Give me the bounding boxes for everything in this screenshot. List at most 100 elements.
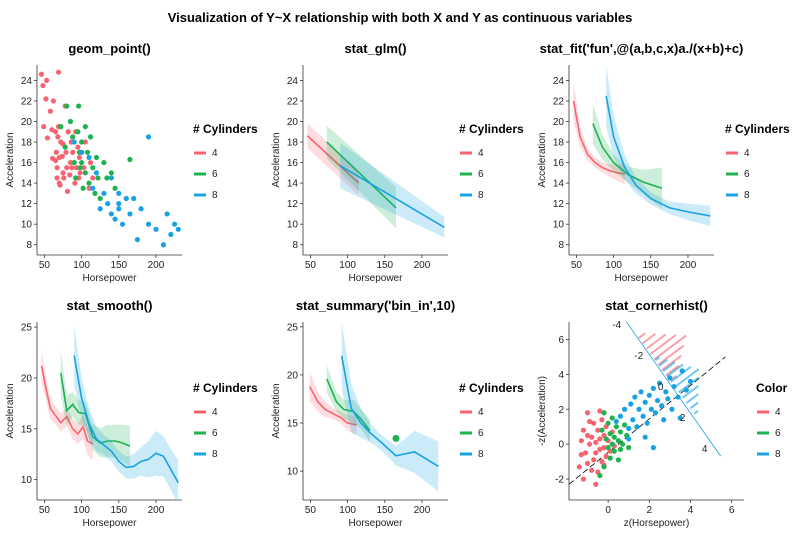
legend-entry-6: 6: [478, 428, 484, 439]
legend-entry-4: 4: [212, 407, 218, 418]
diagonal-dashed-line: [569, 356, 726, 485]
data-point-8: [116, 201, 122, 207]
data-point-8: [101, 190, 107, 196]
data-point-8: [617, 413, 624, 419]
cornerhist-tick-label: 2: [680, 413, 686, 424]
panel-5: stat_summary('bin_in',10) 50 100 150 200 10 15…: [271, 298, 524, 529]
data-point-8: [642, 434, 648, 440]
data-point-6: [611, 434, 617, 440]
panel-3: stat_fit('fun',@(a,b,c,x)a./(x+b)+c) 50 10…: [537, 41, 790, 284]
data-point-8: [153, 226, 159, 232]
data-point-8: [160, 242, 167, 248]
data-point-6: [108, 170, 114, 176]
cornerhist-bar: [666, 363, 684, 378]
data-point-4: [90, 175, 96, 181]
data-point-4: [38, 71, 45, 77]
cornerhist-bar: [693, 409, 699, 415]
data-point-8: [108, 175, 114, 181]
cornerhist-bar: [685, 393, 699, 404]
data-point-4: [50, 98, 56, 104]
data-point-8: [123, 195, 129, 202]
y-tick-label: 20: [21, 117, 33, 128]
y-tick-label: 12: [21, 199, 33, 210]
x-axis-label: z(Horsepower): [624, 518, 690, 529]
data-point-4: [55, 69, 62, 75]
data-point-6: [603, 436, 609, 442]
x-axis-label: Horsepower: [349, 273, 404, 284]
data-point-8: [663, 389, 669, 395]
y-tick-label: 20: [287, 117, 299, 128]
data-point-4: [593, 439, 599, 446]
data-point-8: [638, 389, 644, 395]
data-point-8: [665, 396, 671, 402]
data-point-6: [97, 195, 103, 202]
data-point-4: [584, 410, 591, 416]
x-tick-label: 150: [376, 260, 393, 271]
data-point-6: [609, 415, 615, 421]
data-point-4: [64, 188, 71, 194]
confidence-band-4: [41, 349, 93, 461]
confidence-band-6: [326, 365, 370, 443]
data-point-4: [591, 457, 597, 463]
series-line-6: [592, 123, 663, 190]
data-point-4: [53, 149, 59, 155]
data-point-6: [607, 431, 613, 437]
confidence-band-8: [606, 65, 711, 227]
legend-entry-6: 6: [212, 169, 218, 180]
data-point-8: [168, 231, 174, 238]
data-point-8: [650, 385, 657, 391]
y-tick-label: 10: [287, 220, 299, 231]
y-tick-label: 14: [287, 179, 299, 190]
y-tick-label: -2: [555, 475, 564, 486]
data-point-4: [65, 129, 71, 135]
y-tick-label: 8: [558, 240, 564, 251]
data-point-8: [164, 211, 170, 217]
legend-entry-6: 6: [744, 169, 750, 180]
data-point-4: [67, 159, 74, 166]
data-point-8: [86, 154, 92, 161]
x-tick-label: 200: [414, 505, 431, 516]
data-point-6: [82, 124, 88, 130]
x-tick-label: 6: [729, 505, 735, 516]
data-point-6: [93, 154, 100, 161]
data-point-8: [131, 195, 137, 202]
legend-entry-8: 8: [212, 190, 218, 201]
data-point-8: [116, 190, 122, 196]
data-point-8: [661, 417, 667, 423]
data-point-6: [127, 156, 133, 163]
cornerhist-bar: [658, 358, 668, 367]
cornerhist-bar: [670, 365, 692, 383]
data-point-4: [599, 417, 605, 423]
panel-title: stat_cornerhist(): [605, 298, 708, 313]
cornerhist-bar: [665, 365, 680, 377]
data-point-6: [82, 170, 88, 176]
x-tick-label: 200: [680, 260, 697, 271]
panel-6: stat_cornerhist() 0 2 4 6 -2 0 2 4 6 z(Horsepower)…: [537, 298, 788, 529]
data-point-4: [578, 452, 584, 458]
series-line-6: [60, 372, 131, 447]
y-tick-label: 10: [21, 220, 33, 231]
panel-title: stat_smooth(): [67, 298, 153, 313]
data-point-4: [580, 427, 587, 433]
panel-2: stat_glm() 50 100 150 200 8 10 12 14 16 18 20 22 24 Ho…: [271, 41, 524, 284]
data-point-4: [70, 149, 76, 155]
confidence-band-4: [309, 372, 357, 435]
panel-1: geom_point() 50 100 150 200 8 10 12 14 16 18 20 22 24…: [5, 41, 258, 284]
x-tick-label: 4: [688, 505, 694, 516]
legend-title: # Cylinders: [193, 122, 258, 136]
data-point-6: [76, 103, 82, 109]
y-tick-label: 14: [553, 179, 565, 190]
x-tick-label: 50: [39, 260, 51, 271]
data-point-6: [613, 424, 619, 430]
confidence-band-6: [60, 350, 130, 467]
legend-entry-6: 6: [212, 428, 218, 439]
data-point-8: [675, 394, 681, 400]
data-point-4: [61, 175, 67, 181]
legend-entry-4: 4: [478, 407, 484, 418]
data-point-6: [101, 159, 107, 166]
data-point-4: [584, 432, 591, 439]
data-point-4: [63, 149, 69, 155]
data-point-6: [611, 448, 617, 454]
data-point-4: [591, 420, 597, 426]
data-point-6: [90, 165, 96, 171]
